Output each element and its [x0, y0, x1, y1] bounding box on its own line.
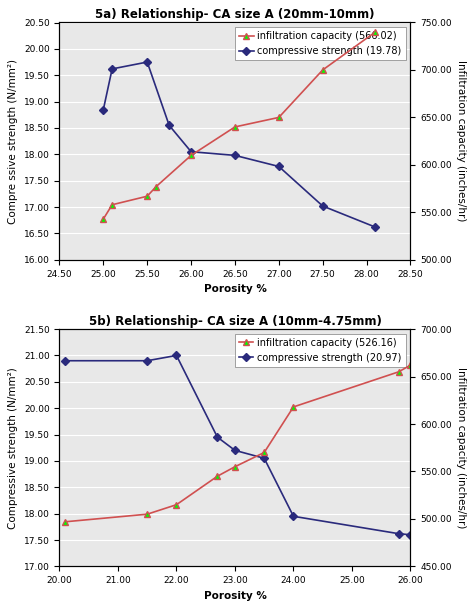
compressive strength (20.97)	[215, 434, 220, 441]
infiltration capacity (566.02)	[320, 66, 326, 74]
compressive strength (19.78)	[188, 148, 194, 155]
compressive strength (20.97)	[408, 531, 413, 538]
infiltration capacity (526.16)	[145, 510, 150, 518]
Y-axis label: Infiltration capacity (inches/hr): Infiltration capacity (inches/hr)	[456, 367, 465, 529]
compressive strength (20.97)	[63, 357, 68, 364]
infiltration capacity (526.16)	[173, 501, 179, 509]
compressive strength (19.78)	[232, 152, 238, 159]
compressive strength (19.78)	[100, 106, 106, 113]
infiltration capacity (566.02)	[232, 123, 238, 130]
Legend: infiltration capacity (526.16), compressive strength (20.97): infiltration capacity (526.16), compress…	[235, 334, 406, 367]
infiltration capacity (566.02)	[100, 216, 106, 223]
compressive strength (19.78)	[320, 202, 326, 209]
infiltration capacity (566.02)	[276, 114, 282, 121]
Legend: infiltration capacity (566.02), compressive strength (19.78): infiltration capacity (566.02), compress…	[235, 27, 406, 60]
compressive strength (19.78)	[166, 122, 172, 129]
compressive strength (19.78)	[145, 58, 150, 66]
infiltration capacity (526.16)	[408, 362, 413, 369]
Line: compressive strength (20.97): compressive strength (20.97)	[63, 353, 413, 538]
infiltration capacity (566.02)	[109, 201, 115, 208]
X-axis label: Porosity %: Porosity %	[203, 284, 266, 294]
compressive strength (20.97)	[261, 455, 267, 462]
Title: 5a) Relationship- CA size A (20mm-10mm): 5a) Relationship- CA size A (20mm-10mm)	[95, 9, 375, 21]
compressive strength (19.78)	[276, 163, 282, 170]
Line: compressive strength (19.78): compressive strength (19.78)	[100, 59, 378, 230]
compressive strength (20.97)	[232, 447, 238, 454]
infiltration capacity (526.16)	[261, 449, 267, 456]
compressive strength (19.78)	[373, 224, 378, 231]
Line: infiltration capacity (526.16): infiltration capacity (526.16)	[62, 362, 414, 525]
X-axis label: Porosity %: Porosity %	[203, 591, 266, 600]
infiltration capacity (566.02)	[145, 192, 150, 200]
infiltration capacity (566.02)	[188, 152, 194, 159]
infiltration capacity (566.02)	[373, 29, 378, 36]
compressive strength (20.97)	[145, 357, 150, 364]
Y-axis label: Compre ssive strength (N/mm²): Compre ssive strength (N/mm²)	[9, 58, 18, 224]
Title: 5b) Relationship- CA size A (10mm-4.75mm): 5b) Relationship- CA size A (10mm-4.75mm…	[89, 315, 382, 328]
Line: infiltration capacity (566.02): infiltration capacity (566.02)	[100, 29, 379, 222]
infiltration capacity (526.16)	[215, 473, 220, 480]
infiltration capacity (526.16)	[396, 368, 401, 376]
infiltration capacity (526.16)	[291, 403, 296, 410]
infiltration capacity (526.16)	[63, 518, 68, 526]
compressive strength (19.78)	[109, 65, 115, 72]
infiltration capacity (526.16)	[232, 463, 238, 470]
compressive strength (20.97)	[396, 530, 401, 537]
compressive strength (20.97)	[291, 513, 296, 520]
infiltration capacity (566.02)	[153, 183, 159, 191]
Y-axis label: Infiltration capacity (inches/hr): Infiltration capacity (inches/hr)	[456, 60, 465, 222]
compressive strength (20.97)	[173, 352, 179, 359]
Y-axis label: Compressive strength (N/mm²): Compressive strength (N/mm²)	[9, 367, 18, 529]
